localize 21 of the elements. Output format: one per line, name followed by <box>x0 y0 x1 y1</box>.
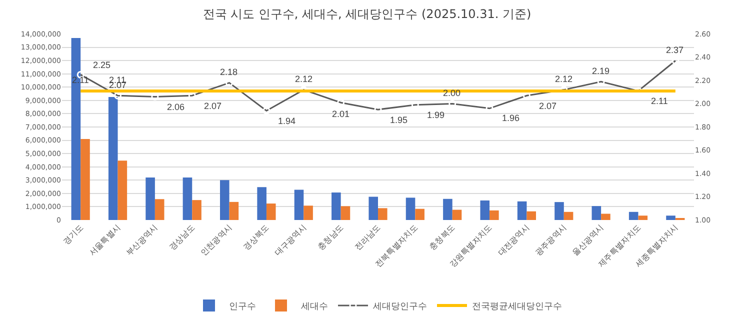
data-label: 2.11 <box>651 96 668 106</box>
data-label: 2.19 <box>592 66 610 76</box>
data-label: 2.25 <box>93 60 111 70</box>
data-label: 2.07 <box>204 101 222 111</box>
data-label: 2.18 <box>220 67 238 77</box>
data-label: 2.11 <box>72 75 89 85</box>
data-label: 2.07 <box>539 101 557 111</box>
data-label: 2.37 <box>666 45 684 55</box>
data-label: 2.12 <box>295 74 313 84</box>
data-label: 1.94 <box>278 116 296 126</box>
data-label: 2.01 <box>332 109 350 119</box>
data-label: 2.06 <box>167 102 185 112</box>
chart-title: 전국 시도 인구수, 세대수, 세대당인구수 (2025.10.31. 기준) <box>202 7 532 21</box>
data-label: 1.99 <box>427 110 445 120</box>
legend-label: 세대당인구수 <box>373 302 427 312</box>
legend-label: 인구수 <box>229 302 256 312</box>
data-label: 1.96 <box>502 113 520 123</box>
data-label: 2.12 <box>555 74 573 84</box>
data-label: 1.95 <box>390 115 408 125</box>
legend-label: 전국평균세대당인구수 <box>472 302 562 312</box>
legend-label: 세대수 <box>301 302 328 312</box>
